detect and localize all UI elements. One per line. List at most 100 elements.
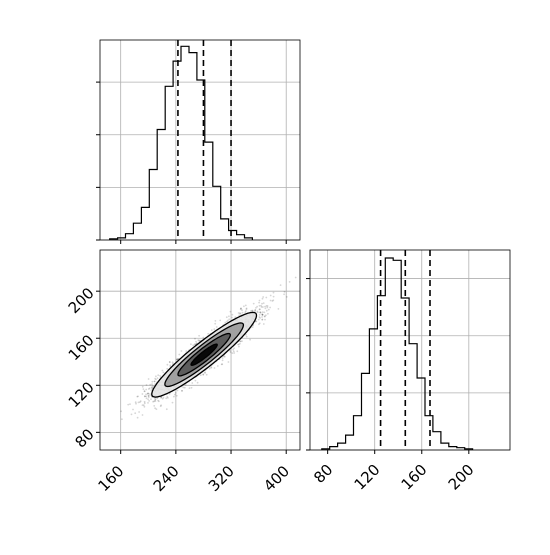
scatter-point <box>221 363 224 366</box>
scatter-point <box>258 323 260 326</box>
scatter-point <box>267 312 269 315</box>
scatter-point <box>254 309 257 312</box>
scatter-point <box>154 399 157 401</box>
scatter-point <box>239 308 242 311</box>
scatter-point <box>190 343 192 346</box>
scatter-point <box>162 371 165 374</box>
scatter-point <box>204 371 206 374</box>
scatter-point <box>153 405 156 407</box>
scatter-point <box>264 305 266 308</box>
contour-level <box>190 343 218 366</box>
scatter-point <box>175 358 178 361</box>
scatter-point <box>261 313 264 316</box>
scatter-point <box>194 337 196 340</box>
scatter-point <box>239 312 241 315</box>
scatter-point <box>261 313 264 316</box>
scatter-point <box>245 307 248 310</box>
scatter-point <box>204 372 206 374</box>
scatter-point <box>138 411 141 413</box>
scatter-point <box>147 402 149 404</box>
scatter-point <box>256 311 259 314</box>
scatter-point <box>272 291 275 294</box>
scatter-point <box>141 404 144 406</box>
scatter-point <box>225 316 228 319</box>
scatter-point <box>269 299 272 302</box>
scatter-point <box>214 320 217 322</box>
scatter-point <box>142 404 145 407</box>
scatter-point <box>145 393 148 396</box>
scatter-point <box>294 276 297 279</box>
scatter-point <box>147 395 150 397</box>
scatter-point <box>199 374 202 377</box>
scatter-point <box>156 397 159 400</box>
scatter-point <box>145 397 148 400</box>
scatter-point <box>257 318 260 321</box>
scatter-point <box>221 357 224 359</box>
scatter-point <box>213 328 216 330</box>
scatter-point <box>223 355 226 358</box>
scatter-point <box>135 402 137 405</box>
scatter-point <box>207 332 210 335</box>
scatter-point <box>183 386 186 389</box>
histogram-step <box>109 45 253 240</box>
scatter-point <box>213 367 216 369</box>
scatter-point <box>202 373 205 376</box>
scatter-point <box>227 319 229 322</box>
scatter-point <box>130 413 133 416</box>
histogram-frame <box>309 249 511 451</box>
scatter-point <box>267 308 270 311</box>
scatter-point <box>283 293 285 296</box>
scatter-point <box>245 310 247 312</box>
scatter-point <box>238 314 241 317</box>
scatter-point <box>171 401 174 404</box>
scatter-point <box>222 355 225 358</box>
scatter-point <box>134 412 137 415</box>
scatter-point <box>262 323 265 325</box>
scatter-point <box>239 312 242 315</box>
scatter-point <box>255 320 258 323</box>
scatter-point <box>166 367 169 370</box>
scatter-point <box>155 378 157 381</box>
scatter-point <box>228 315 230 318</box>
scatter-point <box>250 309 253 312</box>
scatter-point <box>145 388 148 391</box>
scatter-point <box>159 375 161 377</box>
scatter-point <box>259 317 261 319</box>
scatter-point <box>238 345 240 348</box>
scatter-point <box>244 304 247 307</box>
scatter-point <box>263 315 266 318</box>
scatter-point <box>210 366 212 368</box>
scatter-point <box>220 363 223 366</box>
scatter-point <box>265 296 268 299</box>
scatter-point <box>229 351 232 354</box>
scatter-point <box>141 385 144 388</box>
scatter-point <box>240 307 242 310</box>
scatter-point <box>232 348 235 351</box>
scatter-point <box>143 400 146 403</box>
scatter-point <box>192 344 195 347</box>
scatter-point <box>165 408 168 411</box>
scatter-point <box>166 395 169 398</box>
scatter-point <box>227 361 230 363</box>
scatter-point <box>198 334 201 337</box>
scatter-point <box>180 350 183 352</box>
scatter-point <box>261 318 264 321</box>
scatter-point <box>215 326 218 328</box>
scatter-point <box>245 308 248 310</box>
scatter-point <box>233 352 236 354</box>
scatter-point <box>195 340 197 343</box>
scatter-point <box>158 400 160 403</box>
scatter-point <box>159 405 162 408</box>
scatter-point <box>188 387 191 389</box>
scatter-point <box>172 362 175 365</box>
scatter-point <box>143 390 146 393</box>
scatter-point <box>154 377 157 380</box>
scatter-point <box>261 316 263 318</box>
scatter-point <box>258 299 261 302</box>
scatter-point <box>150 398 152 400</box>
scatter-point <box>243 305 245 308</box>
